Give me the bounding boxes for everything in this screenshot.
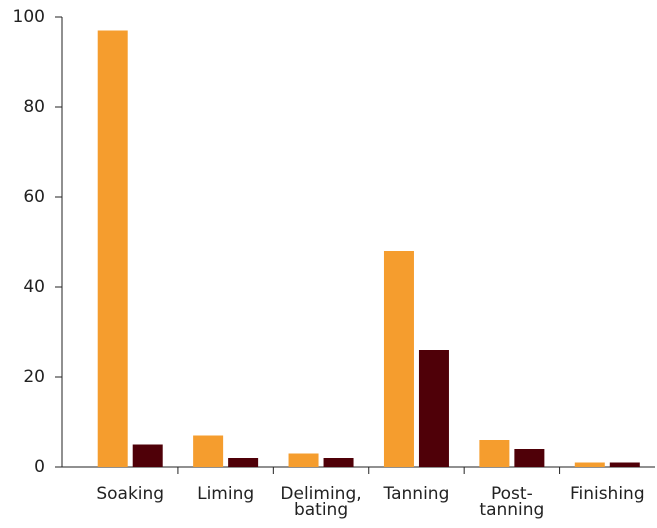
x-tick-label: Tanning: [383, 484, 450, 504]
y-tick-label: 0: [34, 457, 45, 477]
bar: [228, 458, 259, 467]
bar: [383, 251, 414, 467]
bar: [323, 458, 354, 467]
y-tick-label: 80: [23, 97, 45, 117]
bar: [193, 435, 224, 467]
bar: [479, 440, 510, 467]
bar: [609, 462, 640, 467]
x-tick-label: Soaking: [96, 484, 164, 504]
y-tick-label: 60: [23, 187, 45, 207]
y-tick-label: 20: [23, 367, 45, 387]
x-tick-label: Deliming, bating: [280, 484, 361, 520]
x-tick-label: Liming: [197, 484, 254, 504]
x-tick-label: Finishing: [570, 484, 645, 504]
x-tick-label: Post-tanning: [479, 484, 544, 520]
bar: [97, 30, 128, 467]
bar: [514, 449, 545, 467]
bar: [574, 462, 605, 467]
bar: [288, 453, 319, 467]
bar: [132, 444, 163, 467]
y-tick-label: 40: [23, 277, 45, 297]
bar: [418, 350, 449, 467]
y-tick-label: 100: [13, 7, 45, 27]
